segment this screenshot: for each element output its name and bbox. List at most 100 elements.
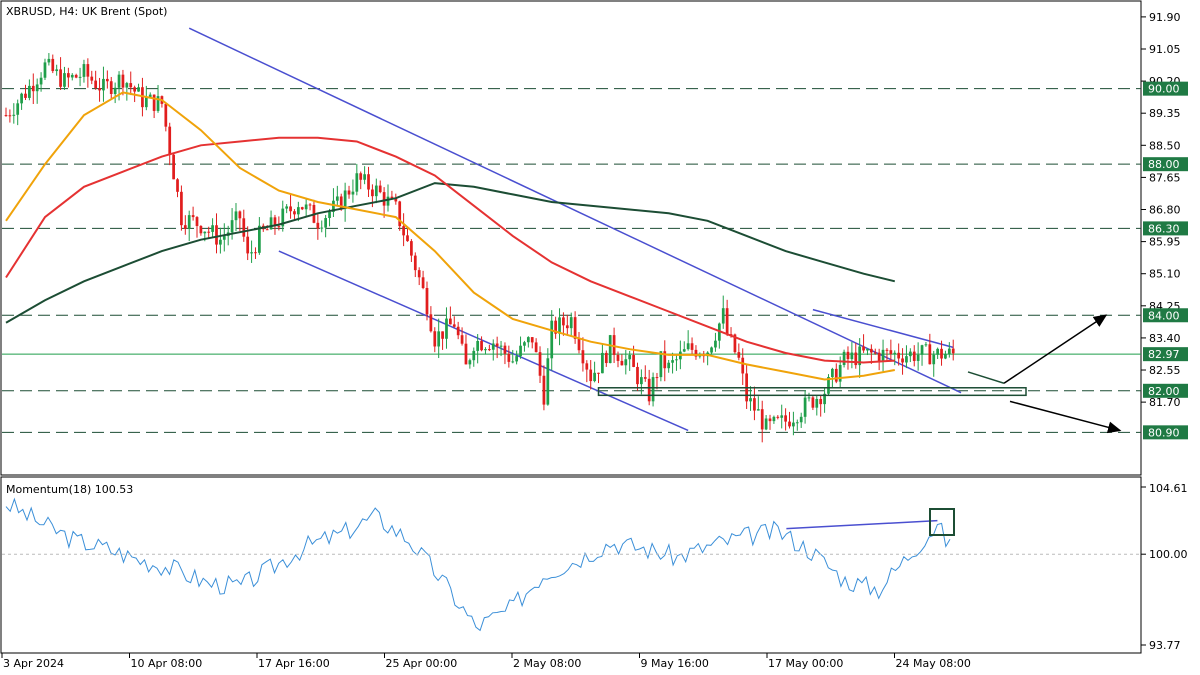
candle-body bbox=[858, 346, 862, 366]
annotations bbox=[597, 314, 1122, 434]
candle-body bbox=[562, 317, 565, 326]
candle-body bbox=[597, 372, 600, 374]
candle-body bbox=[534, 342, 538, 353]
candle-body bbox=[608, 335, 612, 364]
candle-body bbox=[601, 352, 604, 374]
candle-body bbox=[788, 421, 791, 427]
candle-body bbox=[304, 204, 308, 210]
candle-body bbox=[472, 350, 476, 361]
candle-body bbox=[932, 354, 936, 365]
candle-body bbox=[526, 337, 530, 343]
candle-body bbox=[834, 368, 838, 382]
candle-body bbox=[628, 355, 632, 360]
candle-body bbox=[620, 360, 624, 366]
candle-body bbox=[643, 377, 647, 379]
candle-body bbox=[281, 208, 285, 227]
candle-body bbox=[928, 344, 932, 365]
candle-body bbox=[667, 362, 671, 369]
candle-body bbox=[164, 103, 168, 127]
candle-body bbox=[737, 352, 741, 358]
candle-body bbox=[199, 226, 203, 234]
price-tick-label: 85.95 bbox=[1149, 236, 1181, 249]
candle-body bbox=[390, 196, 394, 199]
candle-body bbox=[480, 341, 483, 351]
candle-body bbox=[133, 87, 136, 92]
candle-body bbox=[686, 343, 690, 350]
candle-body bbox=[234, 211, 238, 221]
candle-body bbox=[386, 196, 390, 206]
candle-body bbox=[273, 217, 277, 227]
candle-body bbox=[593, 372, 596, 382]
time-tick-label: 17 May 00:00 bbox=[768, 657, 843, 670]
candle-body bbox=[421, 277, 425, 288]
price-tick-label: 86.80 bbox=[1149, 204, 1181, 217]
candle-body bbox=[714, 340, 717, 348]
candle-body bbox=[647, 378, 651, 402]
candle-body bbox=[39, 77, 43, 85]
candle-body bbox=[815, 398, 819, 408]
candle-body bbox=[612, 335, 616, 355]
candle-body bbox=[799, 416, 803, 423]
candle-body bbox=[191, 215, 195, 218]
candle-body bbox=[881, 349, 885, 362]
price-tick-label: 85.10 bbox=[1149, 268, 1181, 281]
candle-body bbox=[215, 225, 218, 245]
candle-body bbox=[129, 83, 133, 88]
candle-body bbox=[222, 236, 226, 240]
candle-body bbox=[792, 422, 795, 427]
candle-body bbox=[98, 88, 101, 91]
candle-body bbox=[487, 349, 491, 351]
candle-body bbox=[912, 351, 916, 361]
candle-body bbox=[920, 345, 924, 355]
candle-body bbox=[889, 350, 893, 355]
channel-lower-line bbox=[278, 250, 689, 432]
moving-averages bbox=[5, 91, 896, 381]
candle-body bbox=[741, 357, 745, 374]
candle-body bbox=[347, 190, 351, 195]
momentum-highlight-box bbox=[929, 508, 955, 536]
candle-body bbox=[441, 331, 444, 339]
bullish-arrow bbox=[1003, 314, 1108, 384]
channel-upper-line bbox=[188, 27, 962, 394]
candle-body bbox=[113, 87, 117, 95]
candle-body bbox=[335, 196, 339, 201]
candle-body bbox=[339, 196, 343, 210]
price-axis: 91.9091.0590.2089.3588.5087.6586.8085.95… bbox=[1141, 11, 1188, 440]
candle-body bbox=[823, 393, 826, 405]
candle-body bbox=[908, 351, 912, 357]
candle-body bbox=[811, 397, 815, 408]
candle-body bbox=[8, 115, 12, 117]
candle-body bbox=[870, 348, 873, 353]
candle-body bbox=[565, 325, 569, 329]
candle-body bbox=[604, 352, 608, 364]
candle-body bbox=[511, 361, 515, 363]
candle-body bbox=[300, 207, 304, 210]
candle-body bbox=[499, 345, 503, 347]
candle-body bbox=[269, 217, 273, 230]
candle-body bbox=[406, 235, 409, 242]
candle-body bbox=[827, 376, 830, 394]
candle-body bbox=[55, 69, 59, 72]
price-tick-label: 82.55 bbox=[1149, 364, 1181, 377]
candle-body bbox=[936, 348, 939, 355]
candle-body bbox=[682, 349, 686, 352]
candle-body bbox=[550, 320, 554, 359]
candle-body bbox=[277, 226, 281, 228]
candle-body bbox=[219, 239, 222, 245]
ma-line bbox=[5, 182, 896, 324]
candle-body bbox=[589, 369, 593, 382]
candle-body bbox=[749, 398, 752, 402]
candle-body bbox=[807, 397, 811, 399]
level-badge-label: 90.00 bbox=[1148, 83, 1180, 96]
candle-body bbox=[148, 94, 152, 98]
candle-body bbox=[885, 349, 889, 351]
candle-body bbox=[503, 345, 507, 354]
candle-body bbox=[897, 352, 901, 359]
candle-body bbox=[616, 354, 620, 361]
level-badge-label: 84.00 bbox=[1148, 309, 1180, 322]
candle-body bbox=[585, 363, 589, 370]
candle-body bbox=[655, 377, 659, 379]
price-tick-label: 91.05 bbox=[1149, 43, 1181, 56]
candle-body bbox=[944, 354, 947, 359]
level-badge-label: 86.30 bbox=[1148, 222, 1180, 235]
